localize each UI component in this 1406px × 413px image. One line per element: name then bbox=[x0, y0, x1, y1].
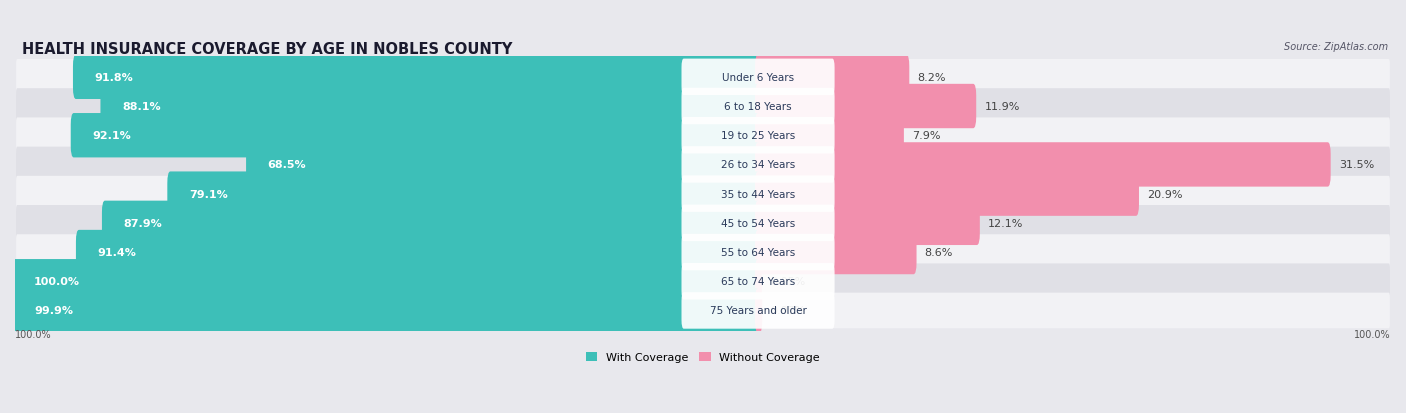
FancyBboxPatch shape bbox=[103, 201, 761, 245]
Text: 92.1%: 92.1% bbox=[93, 131, 131, 141]
FancyBboxPatch shape bbox=[15, 176, 1391, 212]
Text: Source: ZipAtlas.com: Source: ZipAtlas.com bbox=[1284, 42, 1388, 52]
FancyBboxPatch shape bbox=[682, 176, 835, 212]
FancyBboxPatch shape bbox=[13, 259, 761, 304]
Text: 19 to 25 Years: 19 to 25 Years bbox=[721, 131, 796, 141]
FancyBboxPatch shape bbox=[13, 289, 761, 333]
Text: 88.1%: 88.1% bbox=[122, 102, 160, 112]
FancyBboxPatch shape bbox=[755, 172, 1139, 216]
FancyBboxPatch shape bbox=[15, 264, 1391, 299]
FancyBboxPatch shape bbox=[682, 263, 835, 300]
FancyBboxPatch shape bbox=[755, 289, 762, 333]
FancyBboxPatch shape bbox=[682, 234, 835, 271]
Text: 65 to 74 Years: 65 to 74 Years bbox=[721, 277, 796, 287]
FancyBboxPatch shape bbox=[682, 59, 835, 96]
FancyBboxPatch shape bbox=[682, 292, 835, 329]
FancyBboxPatch shape bbox=[755, 201, 980, 245]
Text: 20.9%: 20.9% bbox=[1147, 189, 1182, 199]
FancyBboxPatch shape bbox=[755, 55, 910, 100]
FancyBboxPatch shape bbox=[15, 206, 1391, 241]
FancyBboxPatch shape bbox=[70, 114, 761, 158]
Text: 100.0%: 100.0% bbox=[15, 329, 52, 339]
Text: 0.07%: 0.07% bbox=[770, 306, 806, 316]
FancyBboxPatch shape bbox=[73, 55, 761, 100]
Text: 31.5%: 31.5% bbox=[1339, 160, 1374, 170]
Text: 91.4%: 91.4% bbox=[97, 247, 136, 257]
Text: 91.8%: 91.8% bbox=[94, 73, 134, 83]
Text: Under 6 Years: Under 6 Years bbox=[721, 73, 794, 83]
Text: 8.2%: 8.2% bbox=[918, 73, 946, 83]
FancyBboxPatch shape bbox=[167, 172, 761, 216]
FancyBboxPatch shape bbox=[76, 230, 761, 275]
FancyBboxPatch shape bbox=[100, 85, 761, 129]
Text: 35 to 44 Years: 35 to 44 Years bbox=[721, 189, 796, 199]
Text: 45 to 54 Years: 45 to 54 Years bbox=[721, 218, 796, 228]
Text: 11.9%: 11.9% bbox=[984, 102, 1019, 112]
Text: 87.9%: 87.9% bbox=[124, 218, 162, 228]
FancyBboxPatch shape bbox=[15, 235, 1391, 270]
FancyBboxPatch shape bbox=[682, 88, 835, 125]
Text: HEALTH INSURANCE COVERAGE BY AGE IN NOBLES COUNTY: HEALTH INSURANCE COVERAGE BY AGE IN NOBL… bbox=[22, 42, 512, 57]
FancyBboxPatch shape bbox=[15, 118, 1391, 154]
Text: 100.0%: 100.0% bbox=[34, 277, 80, 287]
FancyBboxPatch shape bbox=[15, 147, 1391, 183]
Text: 8.6%: 8.6% bbox=[925, 247, 953, 257]
FancyBboxPatch shape bbox=[755, 230, 917, 275]
FancyBboxPatch shape bbox=[246, 143, 761, 187]
FancyBboxPatch shape bbox=[682, 205, 835, 242]
Text: 12.1%: 12.1% bbox=[988, 218, 1024, 228]
FancyBboxPatch shape bbox=[755, 85, 976, 129]
Text: 79.1%: 79.1% bbox=[188, 189, 228, 199]
Text: 26 to 34 Years: 26 to 34 Years bbox=[721, 160, 796, 170]
Text: 100.0%: 100.0% bbox=[1354, 329, 1391, 339]
FancyBboxPatch shape bbox=[15, 89, 1391, 125]
FancyBboxPatch shape bbox=[755, 259, 762, 304]
FancyBboxPatch shape bbox=[15, 60, 1391, 95]
Text: 99.9%: 99.9% bbox=[34, 306, 73, 316]
FancyBboxPatch shape bbox=[682, 147, 835, 183]
Text: 6 to 18 Years: 6 to 18 Years bbox=[724, 102, 792, 112]
Text: 55 to 64 Years: 55 to 64 Years bbox=[721, 247, 796, 257]
Text: 75 Years and older: 75 Years and older bbox=[710, 306, 807, 316]
FancyBboxPatch shape bbox=[15, 293, 1391, 328]
FancyBboxPatch shape bbox=[755, 114, 904, 158]
Text: 0.05%: 0.05% bbox=[770, 277, 806, 287]
FancyBboxPatch shape bbox=[755, 143, 1330, 187]
Text: 7.9%: 7.9% bbox=[912, 131, 941, 141]
Legend: With Coverage, Without Coverage: With Coverage, Without Coverage bbox=[582, 347, 824, 367]
Text: 68.5%: 68.5% bbox=[267, 160, 307, 170]
FancyBboxPatch shape bbox=[682, 118, 835, 154]
